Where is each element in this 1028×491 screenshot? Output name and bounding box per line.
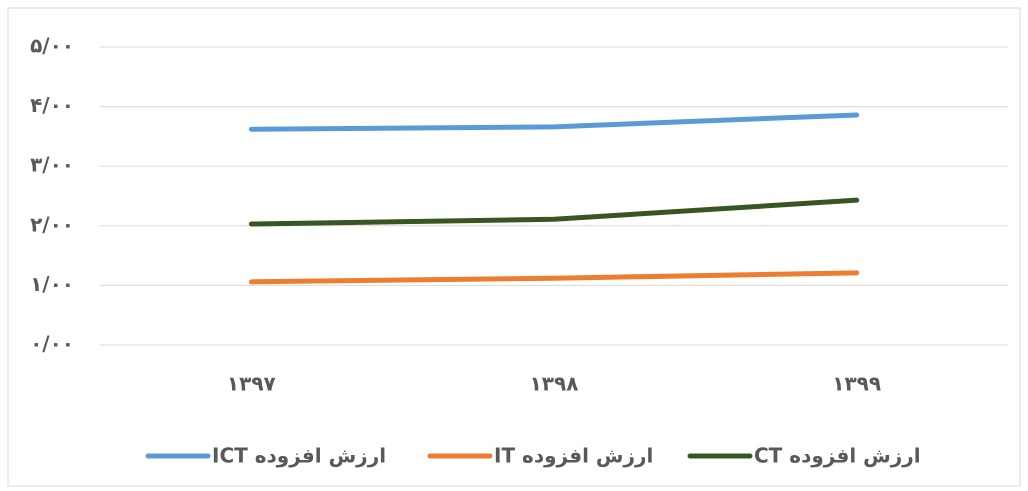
y-tick-label: ۴/۰۰ <box>30 93 74 117</box>
x-tick-label: ۱۳۹۹ <box>832 372 881 396</box>
y-tick-label: ۳/۰۰ <box>30 153 74 177</box>
y-tick-label: ۵/۰۰ <box>30 34 74 58</box>
x-tick-label: ۱۳۹۷ <box>227 372 276 396</box>
series-line <box>248 112 860 132</box>
chart-border <box>7 7 1021 487</box>
y-tick-label: ۱/۰۰ <box>30 272 74 296</box>
x-tick-label: ۱۳۹۸ <box>530 372 579 396</box>
y-tick-label: ۰/۰۰ <box>30 332 74 356</box>
legend-label: ارزش افزوده ICT <box>212 444 386 468</box>
series-line <box>248 197 860 227</box>
legend-label: ارزش افزوده IT <box>494 444 653 468</box>
series-line <box>248 270 860 285</box>
legend-label: ارزش افزوده CT <box>754 444 921 468</box>
y-tick-label: ۲/۰۰ <box>30 212 74 236</box>
